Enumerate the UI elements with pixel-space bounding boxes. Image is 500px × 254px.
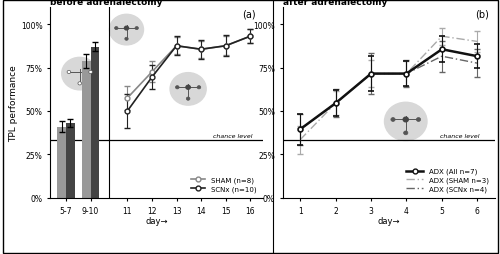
Bar [66, 124, 74, 198]
Circle shape [89, 71, 92, 74]
Circle shape [170, 73, 206, 106]
Bar [90, 47, 99, 198]
Text: chance level: chance level [213, 133, 252, 138]
Circle shape [197, 86, 201, 90]
Text: chance level: chance level [440, 133, 479, 138]
Legend: ADX (All n=7), ADX (SHAM n=3), ADX (SCNx n=4): ADX (All n=7), ADX (SHAM n=3), ADX (SCNx… [403, 166, 492, 195]
Circle shape [78, 82, 82, 86]
Circle shape [391, 118, 395, 122]
Circle shape [176, 86, 179, 90]
Circle shape [124, 27, 128, 31]
Circle shape [384, 103, 427, 141]
Circle shape [135, 27, 138, 30]
Bar [82, 61, 90, 198]
Circle shape [67, 71, 70, 74]
Text: (b): (b) [475, 9, 488, 20]
Y-axis label: TPL performance: TPL performance [9, 65, 18, 141]
Circle shape [62, 58, 98, 90]
Text: Performance learning curves
after adrenalectomy: Performance learning curves after adrena… [282, 0, 430, 7]
Circle shape [404, 132, 408, 135]
Circle shape [416, 118, 420, 122]
Circle shape [186, 98, 190, 101]
X-axis label: day→: day→ [145, 216, 168, 225]
Circle shape [114, 27, 118, 30]
Legend: SHAM (n=8), SCNx (n=10): SHAM (n=8), SCNx (n=10) [188, 174, 259, 195]
X-axis label: day→: day→ [378, 216, 400, 225]
Circle shape [110, 15, 144, 46]
Circle shape [403, 118, 408, 122]
Circle shape [186, 86, 190, 90]
Text: (a): (a) [242, 9, 256, 20]
Bar [58, 127, 66, 198]
Circle shape [125, 38, 128, 41]
Text: Performance learning curves
before adrenalectomy: Performance learning curves before adren… [50, 0, 198, 7]
